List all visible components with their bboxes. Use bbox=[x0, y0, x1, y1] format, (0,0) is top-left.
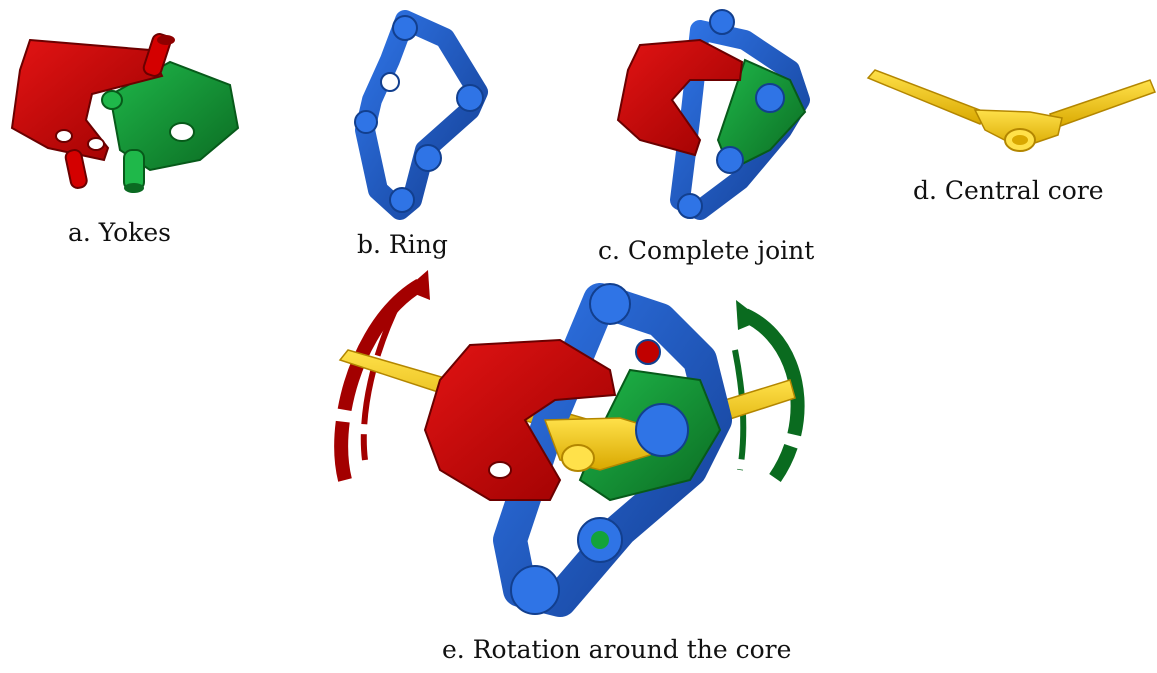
caption-central-core: d. Central core bbox=[913, 176, 1104, 205]
yokes-illustration bbox=[10, 33, 240, 193]
caption-ring: b. Ring bbox=[357, 230, 448, 259]
rotation-illustration bbox=[334, 270, 805, 617]
ring-illustration bbox=[354, 10, 488, 220]
green-rotation-arrow-icon bbox=[732, 300, 805, 482]
caption-yokes: a. Yokes bbox=[68, 218, 171, 247]
complete-joint-illustration bbox=[616, 9, 810, 220]
red-yoke bbox=[10, 33, 175, 189]
central-core-illustration bbox=[866, 69, 1156, 152]
caption-complete-joint: c. Complete joint bbox=[598, 236, 815, 265]
red-rotation-arrow-icon bbox=[334, 270, 430, 482]
green-yoke bbox=[101, 60, 240, 193]
caption-rotation-around-core: e. Rotation around the core bbox=[442, 635, 792, 664]
